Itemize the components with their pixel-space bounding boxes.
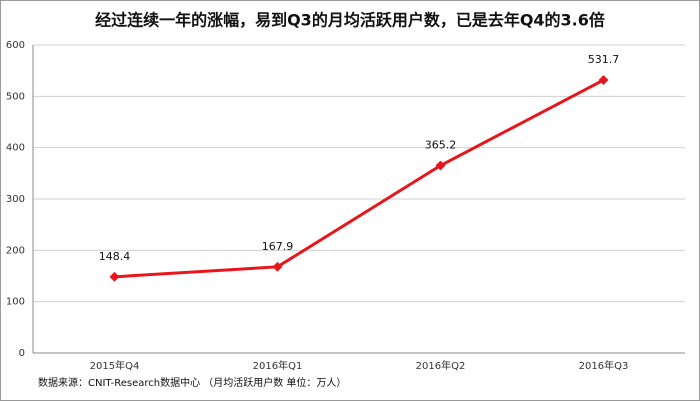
point — [272, 261, 283, 272]
data-label: 365.2 — [425, 139, 457, 152]
y-tick-label: 600 — [6, 40, 25, 51]
data-label: 167.9 — [262, 240, 294, 253]
y-tick-label: 400 — [6, 143, 25, 154]
y-tick-label: 200 — [6, 245, 25, 256]
x-tick-label: 2016年Q2 — [416, 359, 466, 372]
y-tick-label: 100 — [6, 297, 25, 308]
data-label: 148.4 — [99, 250, 131, 263]
line — [114, 78, 605, 279]
x-tick-label: 2016年Q3 — [579, 359, 629, 372]
y-tick-label: 500 — [6, 91, 25, 102]
y-tick-label: 300 — [6, 194, 25, 205]
data-label: 531.7 — [588, 53, 620, 66]
chart-title: 经过连续一年的涨幅，易到Q3的月均活跃用户数，已是去年Q4的3.6倍 — [95, 11, 605, 30]
x-tick-label: 2016年Q1 — [253, 359, 303, 372]
x-tick-label: 2015年Q4 — [90, 359, 140, 372]
y-tick-label: 0 — [19, 348, 25, 359]
point — [435, 160, 446, 171]
source-note: 数据来源：CNIT-Research数据中心 （月均活跃用户数 单位：万人） — [38, 376, 346, 389]
point — [598, 75, 609, 86]
